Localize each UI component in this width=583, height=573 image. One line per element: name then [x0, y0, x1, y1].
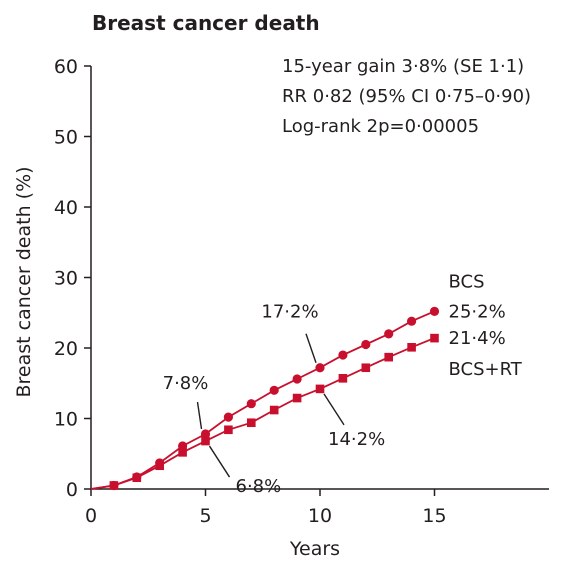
x-tick-label: 5 [199, 505, 211, 527]
annotation-label: 14·2% [328, 429, 385, 450]
annotation-label: 17·2% [261, 302, 318, 323]
stat-logrank: Log-rank 2p=0·00005 [282, 116, 479, 137]
y-axis-title: Breast cancer death (%) [13, 166, 35, 397]
x-tick-label: 15 [422, 505, 446, 527]
x-axis-title: Years [289, 538, 340, 560]
data-point [224, 425, 233, 435]
data-point [315, 384, 325, 394]
legend: BCS BCS+RT [449, 271, 523, 380]
x-tick-label: 10 [308, 505, 332, 527]
data-point [407, 342, 416, 352]
y-tick-label: 20 [54, 338, 78, 360]
data-point [155, 461, 164, 471]
legend-label-bcs-rt: BCS+RT [449, 359, 523, 380]
end-value-label: 21·4% [449, 328, 506, 349]
annotation-leader-line [305, 333, 317, 363]
y-tick-label: 10 [54, 409, 78, 431]
data-point [384, 352, 393, 362]
data-point [201, 436, 210, 446]
series-line-bcs [90, 310, 435, 490]
annotation-label: 7·8% [163, 373, 209, 394]
data-point [384, 329, 394, 339]
data-point [315, 363, 325, 373]
data-point [338, 350, 348, 360]
data-point [338, 374, 348, 383]
data-point [178, 448, 187, 457]
annotation-leader-line [208, 445, 231, 478]
annotation-leader-line [323, 393, 345, 426]
series-line-bcs-rt [90, 337, 435, 490]
legend-label-bcs: BCS [449, 271, 485, 292]
stat-gain: 15-year gain 3·8% (SE 1·1) [282, 56, 524, 77]
data-point [361, 363, 371, 373]
stat-rr: RR 0·82 (95% CI 0·75–0·90) [282, 86, 531, 107]
data-point [269, 405, 279, 415]
data-point [132, 473, 142, 483]
y-tick-label: 60 [54, 56, 78, 78]
chart-title: Breast cancer death [92, 11, 320, 35]
series-layer [90, 306, 440, 491]
annotation-label: 6·8% [236, 476, 282, 497]
data-point [269, 385, 279, 395]
y-tick-label: 30 [54, 268, 78, 290]
data-point [246, 399, 256, 409]
annotation-leader-line [196, 401, 203, 430]
x-tick-label: 0 [85, 505, 97, 527]
data-point [429, 306, 440, 316]
y-tick-label: 40 [54, 197, 78, 219]
data-point [247, 418, 256, 428]
y-tick-label: 50 [54, 127, 78, 149]
data-point [361, 339, 371, 350]
axes: 0 10 20 30 40 50 60 0 5 10 15 [54, 56, 549, 527]
y-tick-label: 0 [66, 479, 78, 501]
data-point [223, 412, 233, 422]
data-point [407, 316, 417, 326]
stats-box: 15-year gain 3·8% (SE 1·1) RR 0·82 (95% … [282, 56, 531, 137]
data-point [292, 374, 302, 384]
end-value-label: 25·2% [449, 301, 506, 322]
data-point [200, 429, 211, 439]
annotation-layer: 7·8% 6·8% 17·2% 14·2% 25·2% 21·4% [163, 301, 506, 497]
data-point [109, 481, 119, 490]
data-point [430, 333, 439, 343]
data-point [292, 393, 302, 403]
